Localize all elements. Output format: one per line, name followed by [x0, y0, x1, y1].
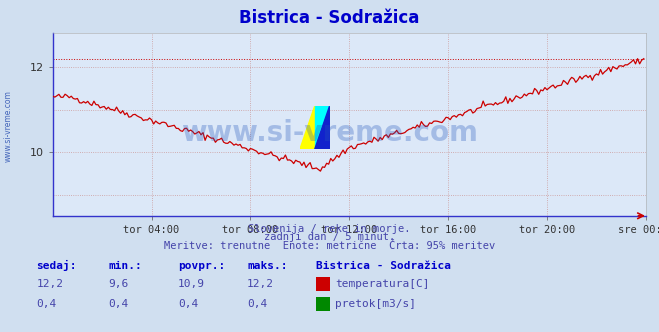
Text: zadnji dan / 5 minut.: zadnji dan / 5 minut.: [264, 232, 395, 242]
Text: Bistrica - Sodražica: Bistrica - Sodražica: [316, 261, 451, 271]
Text: pretok[m3/s]: pretok[m3/s]: [335, 299, 416, 309]
Text: 12,2: 12,2: [36, 279, 63, 289]
Text: povpr.:: povpr.:: [178, 261, 225, 271]
Text: Slovenija / reke in morje.: Slovenija / reke in morje.: [248, 224, 411, 234]
Polygon shape: [315, 106, 330, 149]
Text: 0,4: 0,4: [36, 299, 57, 309]
Text: Meritve: trenutne  Enote: metrične  Črta: 95% meritev: Meritve: trenutne Enote: metrične Črta: …: [164, 241, 495, 251]
Text: min.:: min.:: [109, 261, 142, 271]
Text: www.si-vreme.com: www.si-vreme.com: [4, 90, 13, 162]
Text: 9,6: 9,6: [109, 279, 129, 289]
Polygon shape: [315, 106, 330, 149]
Text: www.si-vreme.com: www.si-vreme.com: [181, 119, 478, 147]
Text: Bistrica - Sodražica: Bistrica - Sodražica: [239, 9, 420, 27]
Text: 0,4: 0,4: [109, 299, 129, 309]
Text: 0,4: 0,4: [178, 299, 198, 309]
Polygon shape: [300, 106, 315, 149]
Text: 12,2: 12,2: [247, 279, 274, 289]
Text: 10,9: 10,9: [178, 279, 205, 289]
Text: sedaj:: sedaj:: [36, 260, 76, 271]
Text: 0,4: 0,4: [247, 299, 268, 309]
Text: maks.:: maks.:: [247, 261, 287, 271]
Text: temperatura[C]: temperatura[C]: [335, 279, 429, 289]
